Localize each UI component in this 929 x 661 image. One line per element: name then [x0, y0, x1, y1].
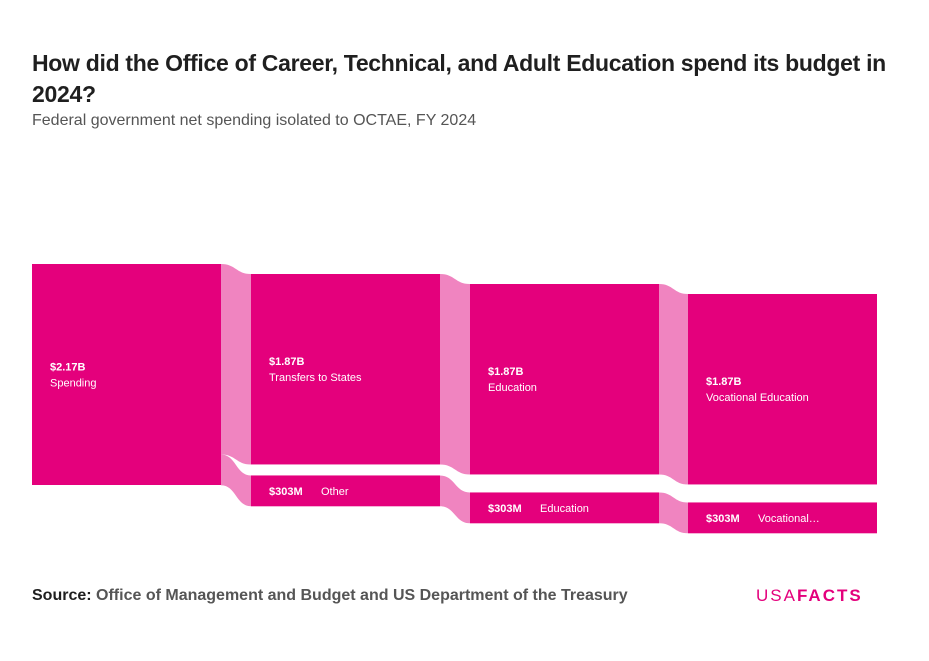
usafacts-logo: USAFACTS — [756, 586, 863, 606]
sankey-node-education1 — [470, 284, 659, 475]
source-label: Source: — [32, 587, 92, 604]
node-value-label: $303M — [488, 503, 522, 515]
node-category-label: Other — [321, 486, 349, 498]
source-text: Office of Management and Budget and US D… — [96, 587, 628, 604]
sankey-link-education1-vocational1 — [659, 284, 688, 485]
sankey-node-education2 — [470, 492, 659, 524]
node-value-label: $2.17B — [50, 362, 86, 374]
sankey-node-spending — [32, 264, 221, 485]
sankey-node-vocational1 — [688, 294, 877, 485]
source-line: Source: Office of Management and Budget … — [32, 587, 628, 605]
sankey-link-spending-transfers — [221, 264, 251, 465]
logo-usa: USA — [756, 586, 797, 605]
sankey-link-spending-other — [221, 454, 251, 507]
node-value-label: $1.87B — [269, 356, 305, 368]
chart-subtitle: Federal government net spending isolated… — [32, 112, 477, 129]
sankey-link-education2-vocational2 — [659, 492, 688, 534]
sankey-node-other — [251, 475, 440, 507]
node-category-label: Transfers to States — [269, 372, 362, 384]
node-value-label: $303M — [706, 513, 740, 525]
node-category-label: Education — [540, 503, 589, 515]
chart-title: How did the Office of Career, Technical,… — [32, 50, 886, 107]
node-value-label: $1.87B — [488, 366, 524, 378]
sankey-link-other-education2 — [440, 475, 470, 524]
sankey-node-transfers — [251, 274, 440, 465]
node-value-label: $303M — [269, 486, 303, 498]
node-category-label: Vocational Education — [706, 392, 809, 404]
node-category-label: Education — [488, 382, 537, 394]
sankey-node-vocational2 — [688, 502, 877, 534]
node-category-label: Spending — [50, 378, 97, 390]
node-category-label: Vocational… — [758, 513, 820, 525]
node-value-label: $1.87B — [706, 376, 742, 388]
sankey-link-transfers-education1 — [440, 274, 470, 475]
logo-facts: FACTS — [796, 586, 863, 605]
